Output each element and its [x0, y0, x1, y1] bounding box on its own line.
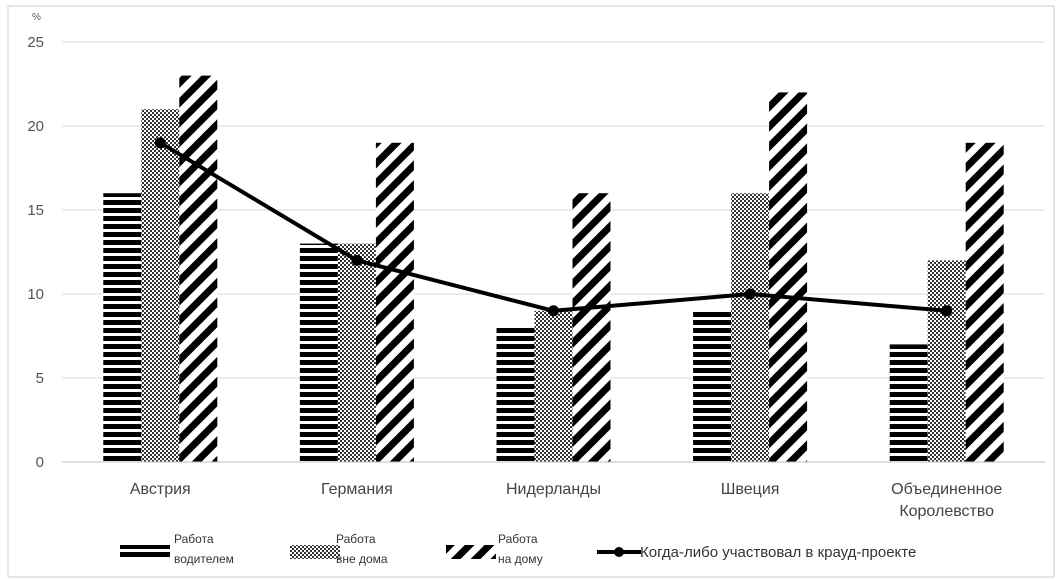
bar-horizontal-lines [889, 344, 928, 462]
line-point [154, 137, 166, 149]
line-point [548, 305, 559, 317]
y-tick-label: 5 [36, 370, 44, 387]
x-category-label: Королевство [899, 503, 994, 520]
legend-label: Работа [174, 532, 214, 546]
legend-label: Когда-либо участвовал в крауд-проекте [640, 544, 916, 561]
line-point [351, 254, 363, 266]
bar-dots [337, 243, 376, 462]
y-tick-label: 10 [27, 286, 44, 303]
legend: Работа водителем Работа вне дома Работа на до… [120, 532, 916, 566]
bar-dots [927, 260, 966, 462]
bar-dots [731, 193, 770, 462]
chart-border [7, 5, 1055, 578]
series-line [159, 141, 947, 313]
line-point [941, 305, 953, 317]
bar-horizontal-lines [103, 193, 142, 462]
bar-dots [534, 310, 573, 462]
legend-swatch-horizontal-lines [120, 545, 170, 559]
line-layer [154, 137, 953, 317]
x-category-label: Австрия [130, 481, 191, 498]
legend-swatch-dots [290, 545, 340, 559]
y-tick-label: 15 [27, 202, 44, 219]
bar-diagonal-lines [375, 142, 414, 463]
bar-diagonal-lines [769, 92, 808, 463]
legend-label: на дому [498, 552, 543, 566]
bar-diagonal-lines [965, 142, 1004, 463]
x-category-label: Германия [321, 481, 393, 498]
y-tick-label: 0 [36, 454, 44, 471]
legend-swatch-point [614, 547, 624, 557]
legend-label: Работа [498, 532, 538, 546]
bar-horizontal-lines [299, 243, 338, 462]
axis-layer: % 0 5 10 15 20 25 Австрия Германия Нидерланды Швец… [27, 12, 1045, 520]
y-tick-label: 25 [27, 34, 44, 51]
bar-horizontal-lines [496, 327, 535, 462]
x-category-label: Объединенное [891, 481, 1002, 498]
legend-swatch-diagonal-lines [446, 545, 496, 559]
bar-horizontal-lines [693, 310, 732, 462]
y-tick-label: 20 [27, 118, 44, 135]
line-point [744, 288, 756, 300]
x-category-label: Швеция [721, 481, 780, 498]
legend-label: вне дома [336, 552, 388, 566]
legend-label: водителем [174, 552, 234, 566]
bar-dots [141, 109, 180, 462]
bars-layer [103, 75, 1004, 463]
grid-layer [62, 41, 1045, 379]
y-unit-label: % [32, 12, 41, 23]
legend-label: Работа [336, 532, 376, 546]
bar-diagonal-lines [179, 75, 218, 462]
bar-diagonal-lines [572, 193, 611, 462]
x-category-label: Нидерланды [506, 481, 601, 498]
